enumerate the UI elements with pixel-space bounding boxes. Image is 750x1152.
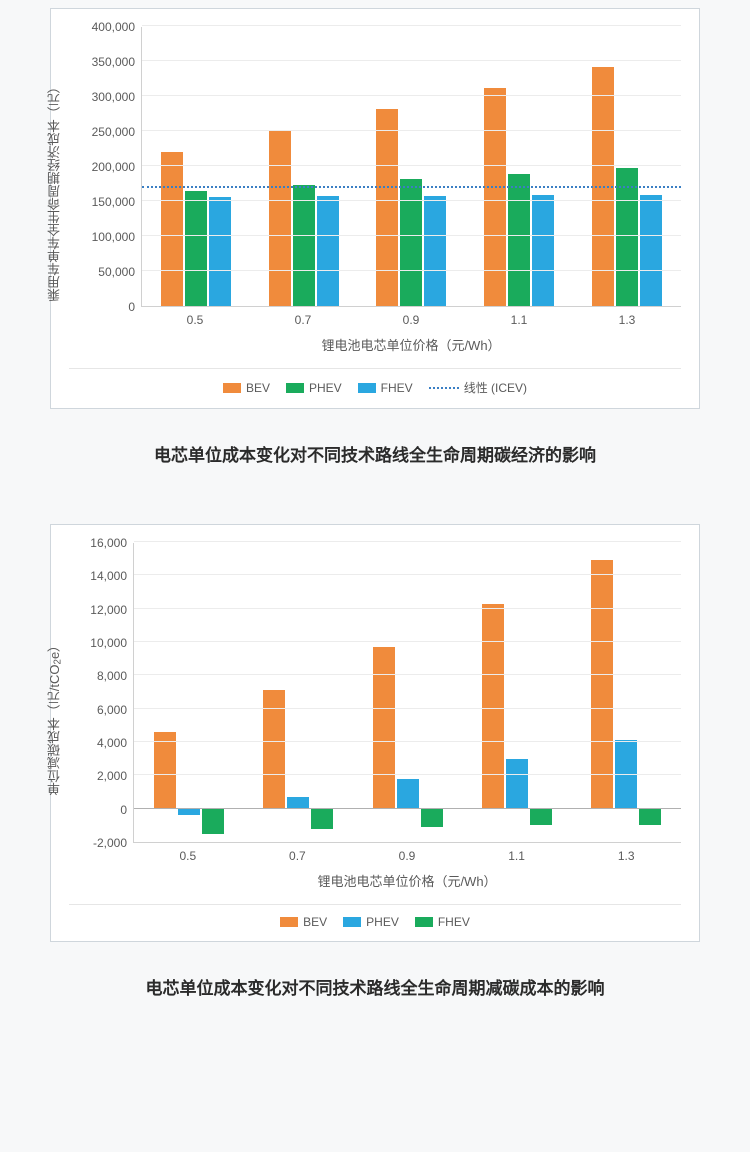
chart2-y-axis: 单位减碳成本（元/tCO2e） -2,00002,0004,0006,0008,… (69, 543, 133, 890)
legend-bev: BEV (280, 915, 327, 929)
chart1-caption: 电芯单位成本变化对不同技术路线全生命周期碳经济的影响 (50, 441, 700, 466)
chart2-plot-wrap: 0.50.70.91.11.3 锂电池电芯单位价格（元/Wh） (133, 543, 681, 890)
bar-phev (293, 185, 315, 306)
swatch-fhev (358, 383, 376, 393)
bar-bev (484, 88, 506, 306)
chart2-legend: BEV PHEV FHEV (69, 904, 681, 929)
legend-fhev-label: FHEV (381, 381, 413, 395)
bar-group (243, 543, 352, 842)
bar-group (134, 543, 243, 842)
chart1-y-axis: 乘用车单车全生命周期经济成本（元） 050,000100,000150,0002… (69, 27, 141, 354)
bar-phev (508, 174, 530, 306)
bar-group (142, 27, 250, 306)
bar-fhev (532, 195, 554, 306)
chart1-y-ticks: 050,000100,000150,000200,000250,000300,0… (92, 27, 141, 307)
bar-bev (161, 152, 183, 306)
chart1-body: 乘用车单车全生命周期经济成本（元） 050,000100,000150,0002… (69, 27, 681, 354)
legend-bev: BEV (223, 381, 270, 395)
bar-group (465, 27, 573, 306)
bar-phev (616, 168, 638, 306)
legend-fhev-label: FHEV (438, 915, 470, 929)
bar-group (358, 27, 466, 306)
chart2-body: 单位减碳成本（元/tCO2e） -2,00002,0004,0006,0008,… (69, 543, 681, 890)
bar-bev (154, 732, 176, 809)
chart1-card: 乘用车单车全生命周期经济成本（元） 050,000100,000150,0002… (50, 8, 700, 409)
bar-fhev (202, 809, 224, 834)
legend-phev: PHEV (343, 915, 399, 929)
bar-fhev (421, 809, 443, 827)
bar-fhev (424, 196, 446, 306)
legend-ref: 线性 (ICEV) (429, 379, 527, 396)
bar-group (462, 543, 571, 842)
chart2-y-ticks: -2,00002,0004,0006,0008,00010,00012,0001… (90, 543, 133, 843)
legend-phev-label: PHEV (366, 915, 399, 929)
bar-phev (397, 779, 419, 809)
chart2-y-title: 单位减碳成本（元/tCO2e） (45, 638, 64, 794)
x-tick-label: 0.5 (141, 313, 249, 327)
bar-fhev (640, 195, 662, 306)
legend-fhev: FHEV (358, 381, 413, 395)
chart2-card: 单位减碳成本（元/tCO2e） -2,00002,0004,0006,0008,… (50, 524, 700, 942)
chart1-legend: BEV PHEV FHEV 线性 (ICEV) (69, 368, 681, 396)
x-tick-label: 0.5 (133, 849, 243, 863)
chart1-groups (142, 27, 681, 306)
legend-bev-label: BEV (303, 915, 327, 929)
x-tick-label: 1.1 (465, 313, 573, 327)
bar-bev (269, 130, 291, 306)
bar-group (573, 27, 681, 306)
swatch-phev (343, 917, 361, 927)
swatch-phev (286, 383, 304, 393)
bar-group (353, 543, 462, 842)
swatch-bev (280, 917, 298, 927)
bar-fhev (209, 197, 231, 306)
bar-fhev (311, 809, 333, 829)
x-tick-label: 1.3 (573, 313, 681, 327)
legend-phev-label: PHEV (309, 381, 342, 395)
bar-bev (373, 647, 395, 809)
bar-fhev (639, 809, 661, 825)
x-tick-label: 0.9 (352, 849, 462, 863)
chart1-x-title: 锂电池电芯单位价格（元/Wh） (141, 335, 681, 354)
legend-fhev: FHEV (415, 915, 470, 929)
chart2-groups (134, 543, 681, 842)
bar-group (250, 27, 358, 306)
legend-ref-label: 线性 (ICEV) (464, 379, 527, 396)
bar-phev (185, 191, 207, 307)
swatch-ref-line (429, 387, 459, 389)
bar-bev (591, 560, 613, 808)
x-tick-label: 0.9 (357, 313, 465, 327)
bar-group (572, 543, 681, 842)
chart1-y-title: 乘用车单车全生命周期经济成本（元） (45, 80, 64, 301)
chart1-plot (141, 27, 681, 307)
chart2-caption: 电芯单位成本变化对不同技术路线全生命周期减碳成本的影响 (50, 974, 700, 999)
legend-phev: PHEV (286, 381, 342, 395)
bar-phev (178, 809, 200, 816)
bar-bev (482, 604, 504, 809)
bar-fhev (530, 809, 552, 826)
swatch-bev (223, 383, 241, 393)
chart2-x-ticks: 0.50.70.91.11.3 (133, 849, 681, 863)
chart2-x-title: 锂电池电芯单位价格（元/Wh） (133, 871, 681, 890)
x-tick-label: 1.3 (571, 849, 681, 863)
chart1-plot-wrap: 0.50.70.91.11.3 锂电池电芯单位价格（元/Wh） (141, 27, 681, 354)
bar-phev (400, 179, 422, 306)
legend-bev-label: BEV (246, 381, 270, 395)
bar-bev (376, 109, 398, 306)
chart2-plot (133, 543, 681, 843)
x-tick-label: 1.1 (462, 849, 572, 863)
bar-phev (506, 759, 528, 809)
bar-fhev (317, 196, 339, 306)
x-tick-label: 0.7 (243, 849, 353, 863)
x-tick-label: 0.7 (249, 313, 357, 327)
swatch-fhev (415, 917, 433, 927)
chart1-x-ticks: 0.50.70.91.11.3 (141, 313, 681, 327)
